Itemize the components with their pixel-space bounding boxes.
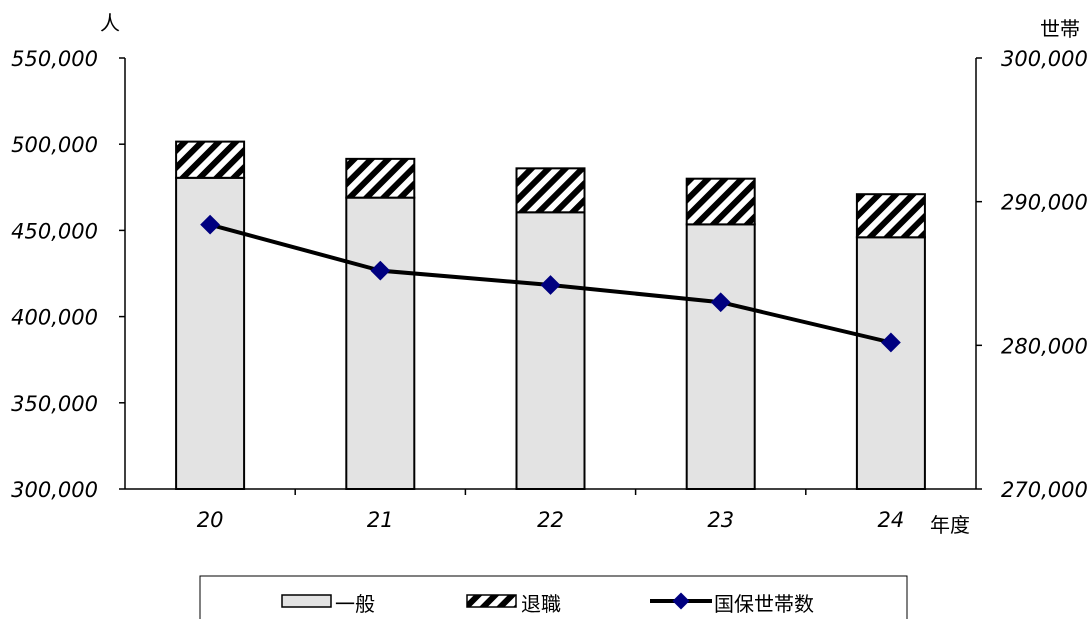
left-tick-label: 350,000: [11, 392, 98, 416]
households-point: [540, 275, 561, 295]
left-tick-label: 450,000: [11, 219, 98, 243]
left-tick-label: 500,000: [11, 133, 98, 157]
bar-general: [685, 223, 756, 490]
legend-swatch-retired: [466, 594, 517, 608]
left-axis-unit: 人: [100, 11, 120, 35]
bar-retired: [515, 167, 586, 214]
bar-general: [855, 236, 926, 490]
line-series: [200, 214, 901, 353]
bar-retired: [175, 140, 246, 179]
right-tick-label: 300,000: [1001, 47, 1088, 71]
x-axis-ticks: 20 21 22 23 24: [197, 489, 905, 532]
x-tick-label: 23: [707, 508, 734, 532]
households-point: [200, 214, 220, 235]
x-tick-label: 22: [537, 508, 564, 532]
x-axis-label: 年度: [930, 513, 970, 537]
bar-retired: [345, 157, 416, 199]
bar-series: [175, 140, 926, 490]
right-tick-label: 270,000: [1001, 478, 1088, 502]
bar-retired: [685, 177, 756, 226]
households-point: [881, 332, 901, 353]
legend: 一般 退職 国保世帯数: [199, 575, 908, 619]
bar-general: [515, 211, 586, 490]
left-tick-label: 300,000: [11, 478, 98, 502]
x-tick-label: 20: [197, 508, 224, 532]
bar-general: [345, 196, 416, 490]
households-point: [370, 260, 391, 281]
right-axis-unit: 世帯: [1040, 17, 1080, 41]
x-tick-label: 21: [367, 508, 394, 532]
legend-swatch-marker: [672, 592, 690, 610]
legend-label-households: 国保世帯数: [714, 592, 814, 616]
households-point: [710, 292, 731, 313]
left-axis-ticks: 300,000 350,000 400,000 450,000 500,000 550,0…: [11, 47, 125, 502]
left-tick-label: 550,000: [11, 47, 98, 71]
bar-retired: [855, 193, 926, 239]
legend-label-retired: 退職: [521, 592, 561, 616]
legend-label-general: 一般: [335, 592, 375, 616]
right-tick-label: 280,000: [1001, 334, 1088, 358]
right-tick-label: 290,000: [1001, 191, 1088, 215]
legend-swatch-general: [281, 594, 332, 608]
right-axis-ticks: 270,000 280,000 290,000 300,000: [976, 47, 1088, 502]
left-tick-label: 400,000: [11, 306, 98, 330]
x-tick-label: 24: [878, 508, 905, 532]
